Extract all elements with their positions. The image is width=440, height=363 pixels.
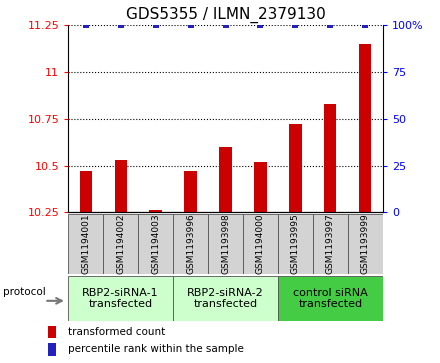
Point: [222, 23, 229, 28]
Text: transformed count: transformed count: [68, 327, 165, 337]
Text: GSM1194002: GSM1194002: [116, 214, 125, 274]
Bar: [150, 209, 162, 212]
Point: [117, 23, 124, 28]
Bar: [103, 214, 138, 274]
Bar: [80, 171, 92, 212]
Bar: [359, 44, 371, 212]
Point: [187, 23, 194, 28]
Text: GSM1194003: GSM1194003: [151, 214, 160, 274]
Bar: [173, 214, 208, 274]
Text: control siRNA
transfected: control siRNA transfected: [293, 288, 368, 309]
Bar: [243, 214, 278, 274]
Bar: [278, 276, 383, 321]
Text: GSM1194001: GSM1194001: [81, 214, 90, 274]
Bar: [48, 326, 55, 338]
Bar: [68, 276, 173, 321]
Text: GSM1193996: GSM1193996: [186, 214, 195, 274]
Bar: [289, 125, 301, 212]
Text: RBP2-siRNA-1
transfected: RBP2-siRNA-1 transfected: [82, 288, 159, 309]
Text: protocol: protocol: [4, 287, 46, 297]
Point: [362, 23, 369, 28]
Bar: [173, 276, 278, 321]
Bar: [68, 214, 103, 274]
Bar: [184, 171, 197, 212]
Point: [327, 23, 334, 28]
Text: GSM1193995: GSM1193995: [291, 214, 300, 274]
Text: GSM1193997: GSM1193997: [326, 214, 335, 274]
Bar: [138, 214, 173, 274]
Bar: [254, 162, 267, 212]
Bar: [114, 160, 127, 212]
Text: RBP2-siRNA-2
transfected: RBP2-siRNA-2 transfected: [187, 288, 264, 309]
Bar: [208, 214, 243, 274]
Bar: [313, 214, 348, 274]
Bar: [48, 343, 55, 356]
Title: GDS5355 / ILMN_2379130: GDS5355 / ILMN_2379130: [126, 7, 325, 23]
Text: percentile rank within the sample: percentile rank within the sample: [68, 344, 244, 354]
Bar: [324, 104, 337, 212]
Text: GSM1193998: GSM1193998: [221, 214, 230, 274]
Point: [292, 23, 299, 28]
Bar: [220, 147, 231, 212]
Point: [257, 23, 264, 28]
Text: GSM1193999: GSM1193999: [361, 214, 370, 274]
Bar: [348, 214, 383, 274]
Text: GSM1194000: GSM1194000: [256, 214, 265, 274]
Point: [152, 23, 159, 28]
Point: [82, 23, 89, 28]
Bar: [278, 214, 313, 274]
